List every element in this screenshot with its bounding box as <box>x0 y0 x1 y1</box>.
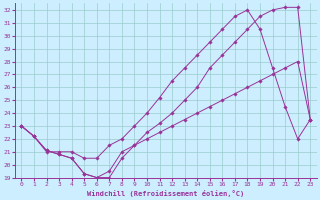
X-axis label: Windchill (Refroidissement éolien,°C): Windchill (Refroidissement éolien,°C) <box>87 190 244 197</box>
